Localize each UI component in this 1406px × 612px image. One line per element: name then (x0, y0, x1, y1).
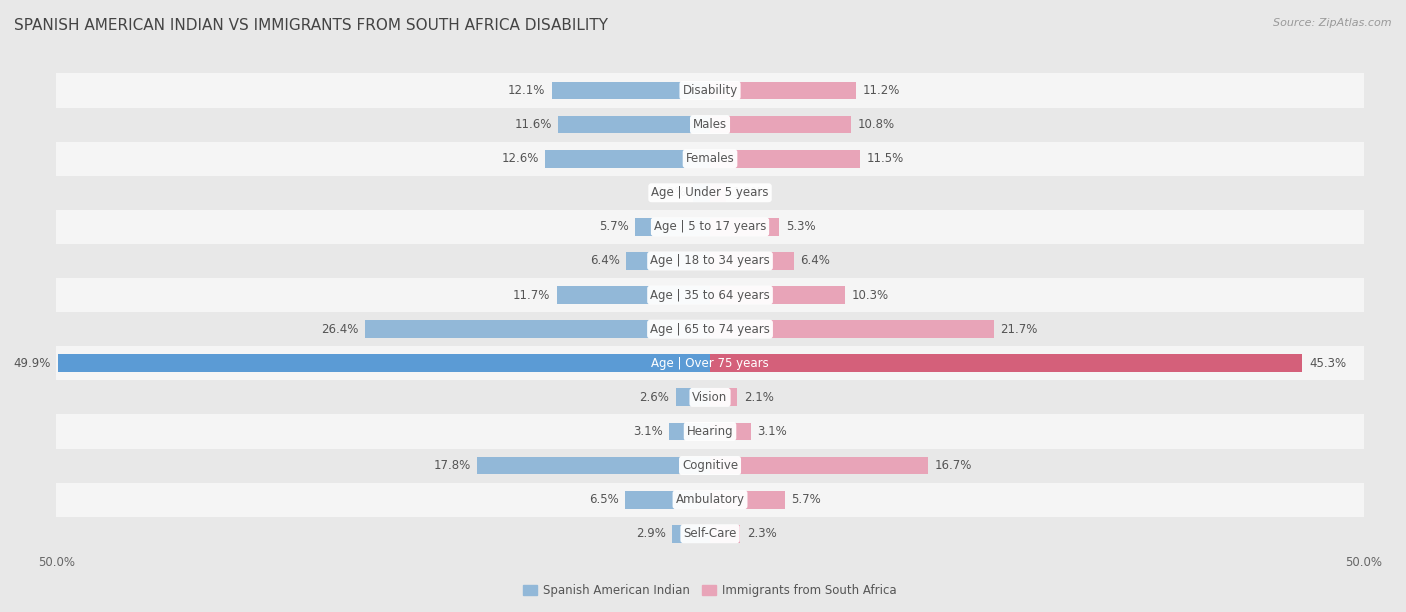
Bar (56, 414, 1364, 449)
Text: 16.7%: 16.7% (935, 459, 973, 472)
Text: 6.4%: 6.4% (800, 255, 830, 267)
Bar (56, 346, 1364, 380)
Bar (710, 354, 1302, 372)
Bar (693, 184, 710, 201)
Bar (626, 491, 710, 509)
Text: 2.3%: 2.3% (747, 528, 776, 540)
Bar (710, 81, 856, 99)
Bar (56, 483, 1364, 517)
Text: 45.3%: 45.3% (1309, 357, 1346, 370)
Bar (710, 320, 994, 338)
Bar (669, 423, 710, 440)
Text: 10.8%: 10.8% (858, 118, 894, 131)
Bar (56, 449, 1364, 483)
Bar (56, 278, 1364, 312)
Text: Hearing: Hearing (686, 425, 734, 438)
Text: Age | Under 5 years: Age | Under 5 years (651, 186, 769, 200)
Bar (56, 73, 1364, 108)
Bar (477, 457, 710, 474)
Bar (710, 389, 738, 406)
Text: 5.7%: 5.7% (792, 493, 821, 506)
Bar (56, 517, 1364, 551)
Bar (672, 525, 710, 543)
Text: Age | 65 to 74 years: Age | 65 to 74 years (650, 323, 770, 335)
Text: 10.3%: 10.3% (851, 289, 889, 302)
Text: 11.7%: 11.7% (513, 289, 551, 302)
Text: Cognitive: Cognitive (682, 459, 738, 472)
Text: 1.2%: 1.2% (733, 186, 762, 200)
Bar (558, 116, 710, 133)
Bar (56, 244, 1364, 278)
Bar (56, 141, 1364, 176)
Bar (551, 81, 710, 99)
Text: 11.6%: 11.6% (515, 118, 551, 131)
Text: Source: ZipAtlas.com: Source: ZipAtlas.com (1274, 18, 1392, 28)
Text: Disability: Disability (682, 84, 738, 97)
Text: Age | 35 to 64 years: Age | 35 to 64 years (650, 289, 770, 302)
Bar (56, 176, 1364, 210)
Text: 5.7%: 5.7% (599, 220, 628, 233)
Bar (557, 286, 710, 304)
Text: Females: Females (686, 152, 734, 165)
Bar (710, 218, 779, 236)
Text: 6.5%: 6.5% (589, 493, 619, 506)
Text: Age | 5 to 17 years: Age | 5 to 17 years (654, 220, 766, 233)
Bar (710, 491, 785, 509)
Text: 2.1%: 2.1% (744, 391, 773, 404)
Text: Self-Care: Self-Care (683, 528, 737, 540)
Bar (710, 423, 751, 440)
Bar (56, 312, 1364, 346)
Text: 1.3%: 1.3% (657, 186, 686, 200)
Text: 12.6%: 12.6% (502, 152, 538, 165)
Text: 3.1%: 3.1% (756, 425, 787, 438)
Bar (710, 525, 740, 543)
Legend: Spanish American Indian, Immigrants from South Africa: Spanish American Indian, Immigrants from… (519, 580, 901, 602)
Bar (58, 354, 710, 372)
Bar (626, 252, 710, 270)
Text: SPANISH AMERICAN INDIAN VS IMMIGRANTS FROM SOUTH AFRICA DISABILITY: SPANISH AMERICAN INDIAN VS IMMIGRANTS FR… (14, 18, 607, 34)
Bar (56, 210, 1364, 244)
Text: 11.2%: 11.2% (863, 84, 900, 97)
Bar (56, 380, 1364, 414)
Text: Vision: Vision (692, 391, 728, 404)
Bar (56, 108, 1364, 141)
Bar (710, 116, 851, 133)
Text: Age | 18 to 34 years: Age | 18 to 34 years (650, 255, 770, 267)
Bar (676, 389, 710, 406)
Bar (546, 150, 710, 168)
Text: Males: Males (693, 118, 727, 131)
Bar (364, 320, 710, 338)
Bar (636, 218, 710, 236)
Text: 2.9%: 2.9% (636, 528, 665, 540)
Bar (710, 150, 860, 168)
Text: 21.7%: 21.7% (1000, 323, 1038, 335)
Text: Age | Over 75 years: Age | Over 75 years (651, 357, 769, 370)
Bar (710, 286, 845, 304)
Text: 26.4%: 26.4% (321, 323, 359, 335)
Text: 49.9%: 49.9% (14, 357, 51, 370)
Bar (710, 457, 928, 474)
Text: Ambulatory: Ambulatory (675, 493, 745, 506)
Text: 12.1%: 12.1% (508, 84, 546, 97)
Text: 6.4%: 6.4% (591, 255, 620, 267)
Text: 2.6%: 2.6% (640, 391, 669, 404)
Text: 3.1%: 3.1% (633, 425, 664, 438)
Bar (710, 252, 794, 270)
Bar (710, 184, 725, 201)
Text: 5.3%: 5.3% (786, 220, 815, 233)
Text: 17.8%: 17.8% (433, 459, 471, 472)
Text: 11.5%: 11.5% (868, 152, 904, 165)
